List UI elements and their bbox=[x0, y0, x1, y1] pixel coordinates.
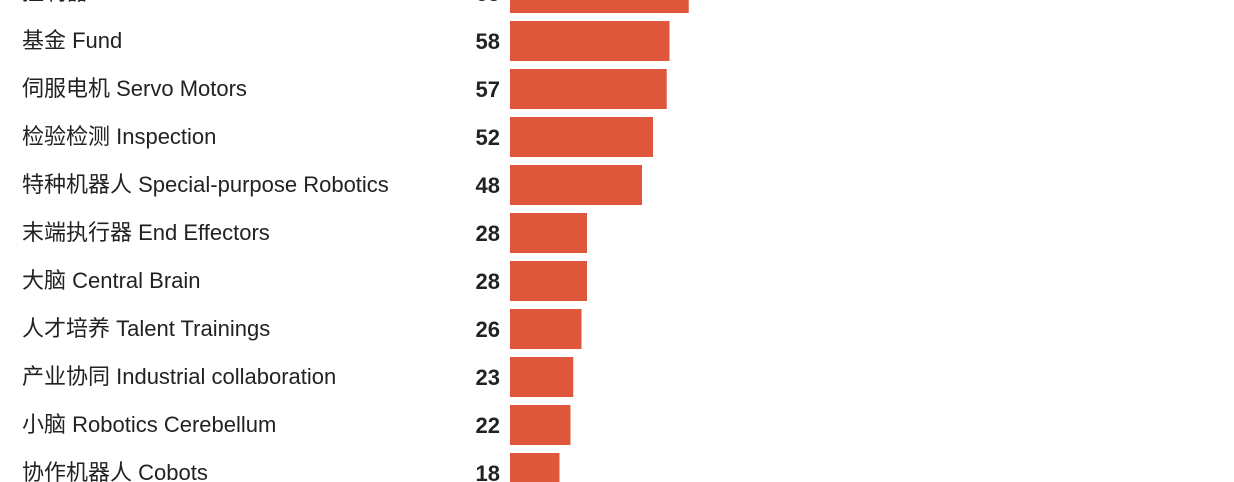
value-label: 57 bbox=[476, 77, 500, 102]
category-label: 伺服电机 Servo Motors bbox=[22, 76, 247, 101]
category-label: 大脑 Central Brain bbox=[22, 268, 201, 293]
value-label: 58 bbox=[476, 29, 500, 54]
category-label: 特种机器人 Special-purpose Robotics bbox=[22, 172, 389, 197]
category-label: 基金 Fund bbox=[22, 28, 122, 53]
bar bbox=[510, 309, 582, 349]
bar bbox=[510, 21, 670, 61]
bar bbox=[510, 117, 653, 157]
bar bbox=[510, 0, 689, 13]
bar bbox=[510, 213, 587, 253]
bar bbox=[510, 405, 571, 445]
bar bbox=[510, 165, 642, 205]
value-label: 23 bbox=[476, 365, 500, 390]
category-label: 小脑 Robotics Cerebellum bbox=[22, 412, 276, 437]
value-label: 18 bbox=[476, 461, 500, 482]
value-label: 28 bbox=[476, 269, 500, 294]
bar bbox=[510, 261, 587, 301]
category-label: 控制器 Controllers bbox=[22, 0, 200, 5]
category-label: 检验检测 Inspection bbox=[22, 124, 216, 149]
category-label: 协作机器人 Cobots bbox=[22, 460, 208, 482]
value-label: 26 bbox=[476, 317, 500, 342]
value-label: 48 bbox=[476, 173, 500, 198]
category-label: 末端执行器 End Effectors bbox=[22, 220, 270, 245]
value-label: 65 bbox=[476, 0, 500, 6]
bar bbox=[510, 69, 667, 109]
category-label: 产业协同 Industrial collaboration bbox=[22, 364, 336, 389]
value-label: 22 bbox=[476, 413, 500, 438]
value-label: 28 bbox=[476, 221, 500, 246]
category-label: 人才培养 Talent Trainings bbox=[22, 316, 270, 341]
value-label: 52 bbox=[476, 125, 500, 150]
bar bbox=[510, 357, 574, 397]
bar bbox=[510, 453, 560, 482]
